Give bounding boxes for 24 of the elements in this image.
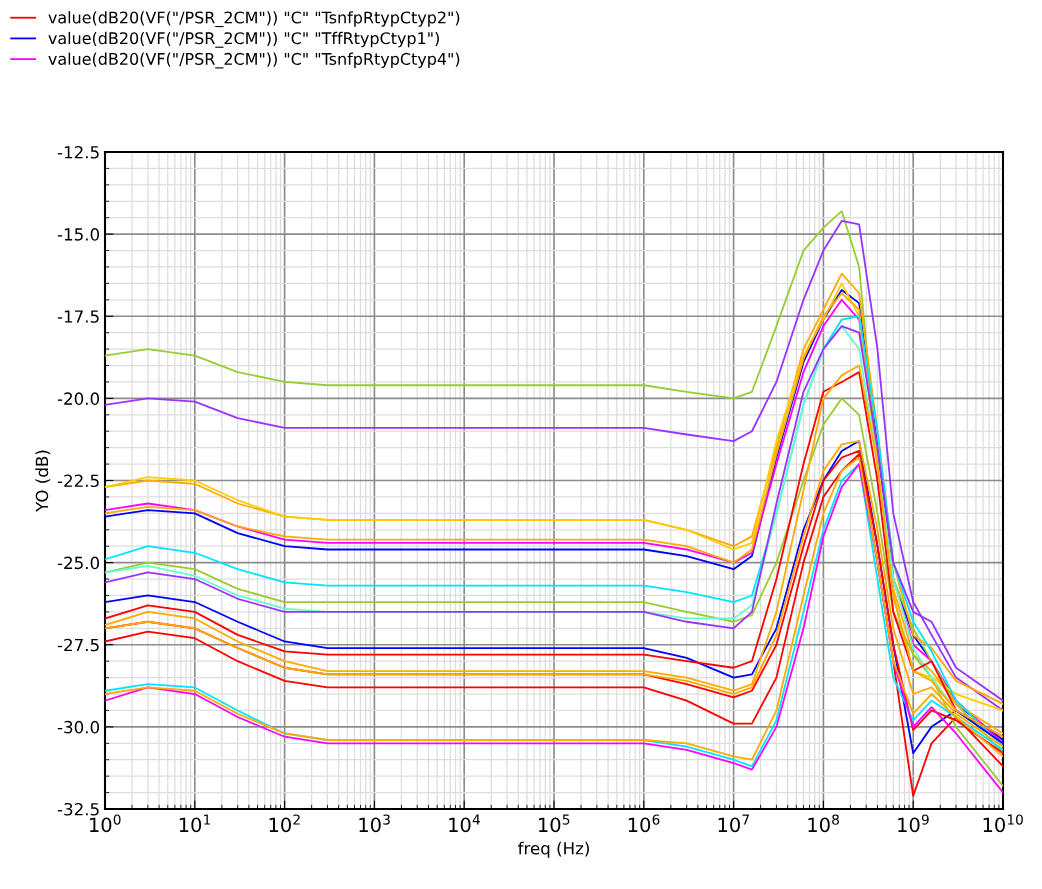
legend-label: value(dB20(VF("/PSR_2CM")) "C" "TsnfpRtypCtyp4") (48, 52, 460, 69)
x-tick-label: 10$^{5}$ (539, 814, 570, 833)
y-axis-title: YO (dB) (35, 450, 51, 512)
x-tick-label: 10$^{2}$ (269, 814, 300, 833)
legend-label: value(dB20(VF("/PSR_2CM")) "C" "TsnfpRtypCtyp2") (48, 11, 460, 28)
y-tick-label: -25.0 (57, 556, 100, 570)
y-tick-label: -32.5 (57, 802, 99, 816)
x-tick-label: 10$^{4}$ (449, 814, 480, 833)
legend-label: value(dB20(VF("/PSR_2CM")) "C" "TffRtypCtyp1") (48, 31, 439, 48)
y-tick-label: -20.0 (57, 392, 100, 405)
x-axis-title: freq (Hz) (518, 841, 589, 858)
x-tick-label: 10$^{10}$ (983, 814, 1023, 833)
x-tick-label: 10$^{3}$ (359, 814, 390, 833)
y-tick-label: -30.0 (57, 720, 100, 734)
y-tick-label: -17.5 (57, 310, 99, 323)
y-tick-label: -15.0 (57, 228, 100, 241)
x-tick-label: 10$^{6}$ (628, 814, 660, 833)
y-tick-label: -27.5 (57, 638, 99, 652)
x-tick-label: 10$^{9}$ (898, 814, 929, 833)
x-tick-label: 10$^{8}$ (808, 814, 839, 833)
y-tick-label: -12.5 (57, 145, 99, 159)
x-tick-label: 10$^{1}$ (179, 814, 211, 833)
y-tick-label: -22.5 (57, 474, 99, 488)
x-tick-label: 10$^{7}$ (718, 814, 749, 833)
